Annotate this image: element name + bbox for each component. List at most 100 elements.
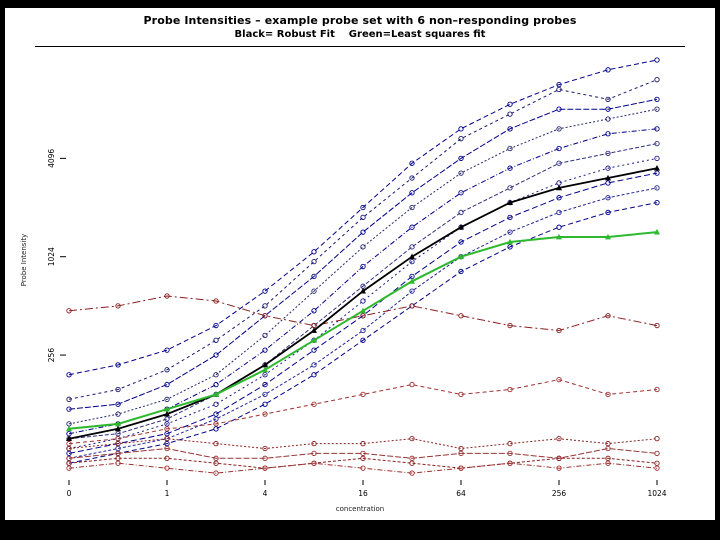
plot-slide: Probe Intensities – example probe set wi… (5, 8, 715, 520)
marker-robust-fit (605, 174, 611, 181)
marker-robust-fit (556, 184, 562, 191)
marker-least-squares-fit (654, 228, 660, 235)
marker-probe-6 (115, 431, 121, 437)
marker-probe-2 (605, 96, 611, 102)
marker-non-responder-1 (213, 298, 219, 304)
marker-non-responder-4 (654, 450, 660, 457)
marker-probe-5 (507, 165, 513, 171)
marker-non-responder-6 (262, 465, 268, 471)
series-line-non-responder-6 (68, 462, 658, 474)
marker-least-squares-fit (164, 405, 170, 412)
marker-probe-6 (556, 160, 562, 166)
marker-probe-10 (507, 244, 513, 250)
marker-non-responder-4 (262, 455, 268, 461)
marker-probe-8 (507, 214, 513, 221)
marker-non-responder-2 (262, 411, 268, 417)
marker-probe-2 (458, 136, 464, 142)
marker-probe-8 (164, 431, 170, 437)
marker-probe-4 (605, 116, 611, 122)
y-tick-label: 4096 (47, 149, 56, 168)
marker-non-responder-5 (654, 460, 660, 466)
marker-robust-fit (66, 435, 72, 442)
marker-non-responder-6 (507, 460, 513, 466)
marker-probe-3 (605, 106, 611, 112)
marker-probe-3 (360, 229, 366, 235)
marker-probe-8 (605, 180, 611, 186)
marker-probe-1 (66, 372, 72, 378)
x-tick-label: 0 (67, 489, 72, 498)
marker-probe-7 (262, 372, 268, 378)
marker-non-responder-1 (605, 313, 611, 319)
marker-non-responder-2 (66, 440, 72, 447)
y-axis-label: Probe Intensity (20, 233, 28, 287)
marker-least-squares-fit (115, 420, 121, 427)
marker-non-responder-6 (360, 465, 366, 471)
marker-probe-1 (164, 347, 170, 353)
marker-probe-2 (360, 214, 366, 221)
marker-probe-4 (360, 244, 366, 250)
marker-probe-9 (556, 209, 562, 216)
marker-probe-6 (605, 150, 611, 157)
marker-non-responder-4 (164, 445, 170, 452)
marker-probe-7 (360, 298, 366, 304)
marker-probe-9 (360, 327, 366, 334)
marker-non-responder-3 (213, 440, 219, 447)
marker-probe-4 (213, 372, 219, 378)
series-line-probe-9 (68, 187, 658, 459)
marker-non-responder-6 (311, 460, 317, 466)
marker-non-responder-4 (360, 450, 366, 457)
marker-non-responder-2 (556, 376, 562, 383)
marker-probe-7 (654, 155, 660, 162)
marker-probe-5 (605, 131, 611, 137)
marker-probe-5 (213, 381, 219, 388)
y-tick-label: 1024 (47, 247, 56, 266)
marker-probe-1 (262, 288, 268, 294)
marker-non-responder-4 (66, 455, 72, 461)
marker-non-responder-1 (654, 322, 660, 329)
marker-probe-6 (458, 209, 464, 216)
marker-probe-5 (458, 190, 464, 196)
marker-probe-10 (164, 440, 170, 447)
marker-least-squares-fit (360, 307, 366, 314)
marker-non-responder-2 (654, 386, 660, 393)
marker-non-responder-4 (409, 455, 415, 461)
series-line-probe-3 (68, 98, 658, 410)
series-line-probe-6 (68, 143, 658, 440)
marker-non-responder-3 (115, 440, 121, 447)
marker-probe-9 (213, 416, 219, 422)
marker-probe-3 (311, 273, 317, 280)
marker-non-responder-2 (605, 391, 611, 398)
y-tick-label: 256 (47, 348, 56, 363)
marker-non-responder-6 (556, 465, 562, 471)
marker-non-responder-3 (66, 445, 72, 452)
marker-robust-fit (654, 164, 660, 171)
marker-probe-4 (262, 332, 268, 339)
series-line-non-responder-1 (68, 295, 658, 332)
marker-non-responder-6 (458, 465, 464, 471)
marker-non-responder-4 (458, 450, 464, 457)
marker-probe-2 (164, 367, 170, 373)
marker-non-responder-6 (654, 465, 660, 471)
marker-non-responder-2 (213, 421, 219, 427)
marker-probe-4 (311, 288, 317, 294)
marker-probe-7 (605, 165, 611, 171)
marker-non-responder-3 (409, 436, 415, 442)
marker-non-responder-1 (115, 303, 121, 309)
marker-probe-6 (409, 244, 415, 250)
x-tick-label: 4 (263, 489, 268, 498)
marker-non-responder-4 (213, 455, 219, 461)
marker-probe-3 (458, 155, 464, 162)
marker-probe-9 (507, 229, 513, 235)
marker-robust-fit (311, 327, 317, 333)
marker-non-responder-2 (311, 401, 317, 407)
marker-least-squares-fit (409, 278, 415, 284)
marker-probe-1 (115, 362, 121, 368)
marker-non-responder-5 (605, 455, 611, 461)
series-line-probe-7 (68, 157, 658, 449)
marker-non-responder-1 (262, 313, 268, 319)
marker-robust-fit (262, 361, 268, 368)
marker-probe-3 (507, 126, 513, 132)
marker-probe-8 (66, 450, 72, 457)
marker-probe-3 (556, 106, 562, 112)
marker-non-responder-1 (66, 308, 72, 314)
